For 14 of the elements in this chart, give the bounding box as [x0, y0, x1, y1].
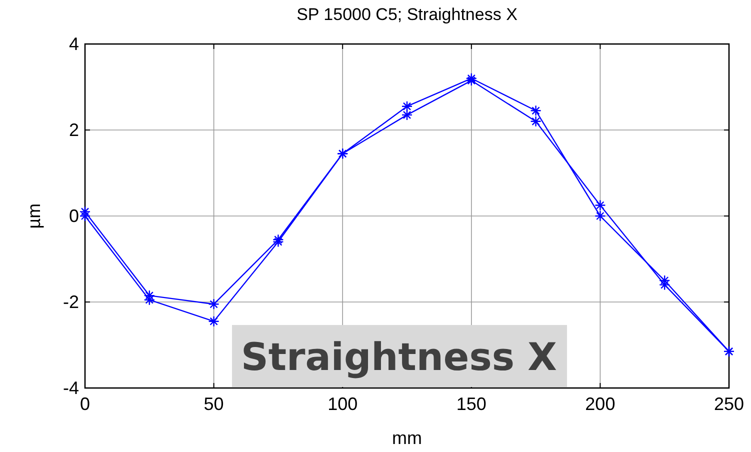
y-axis-title: µm [24, 203, 44, 229]
x-tick-label: 200 [585, 394, 616, 414]
y-tick-label: -4 [62, 378, 79, 398]
chart-title: SP 15000 C5; Straightness X [296, 5, 518, 24]
y-tick-label: -2 [62, 292, 79, 312]
x-tick-label: 50 [204, 394, 224, 414]
x-tick-label: 100 [328, 394, 358, 414]
y-tick-label: 4 [68, 34, 79, 54]
y-tick-label: 2 [68, 120, 79, 140]
annotation: Straightness X [241, 335, 557, 379]
x-axis-title: mm [392, 428, 422, 448]
x-tick-label: 150 [456, 394, 486, 414]
y-tick-label: 0 [68, 206, 79, 226]
x-tick-label: 250 [714, 394, 744, 414]
